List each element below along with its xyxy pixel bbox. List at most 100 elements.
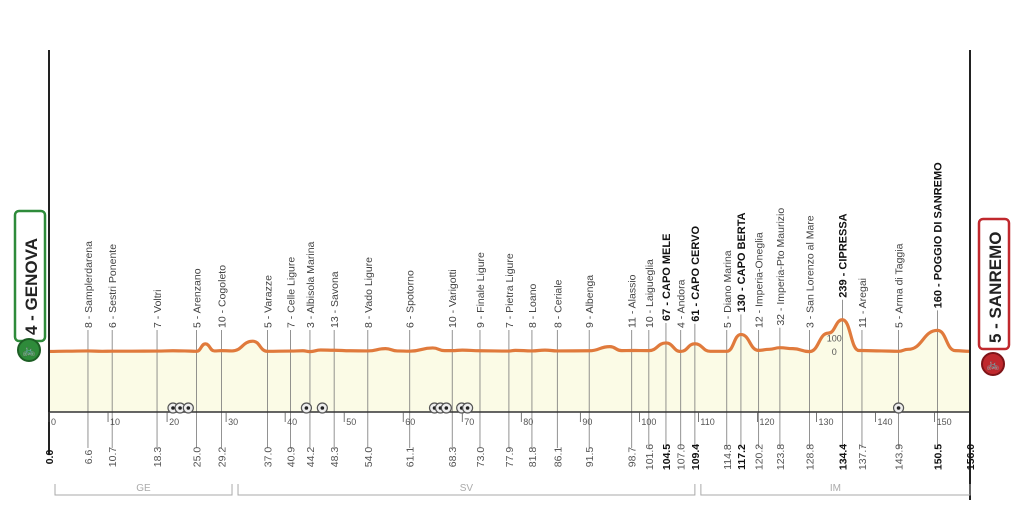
waypoint-label: 32 - Imperia-Pto Maurizio [775, 208, 787, 326]
km-label: 143.9 [894, 444, 906, 470]
profile-fill [49, 319, 970, 412]
waypoint-label: 61 - CAPO CERVO [690, 226, 702, 322]
cyclist-icon [17, 338, 41, 362]
waypoint-label: 10 - Cogoleto [216, 265, 228, 328]
km-label: 77.9 [504, 447, 516, 468]
waypoint-label: 67 - CAPO MELE [661, 234, 673, 321]
km-label: 128.8 [804, 444, 816, 470]
waypoint-label: 7 - Celle Ligure [285, 257, 297, 328]
waypoint-label: 8 - Samplerdarena [83, 241, 95, 328]
start-label: 4 - GENOVA [22, 238, 41, 335]
marker-dot [320, 406, 325, 410]
waypoint-label: 130 - CAPO BERTA [736, 212, 748, 312]
x-tick-label: 110 [700, 417, 714, 427]
waypoint-label: 5 - Varazze [262, 275, 274, 328]
x-ticks: 0 10 20 30 40 50 60 70 80 90 100 110 120 130 140 150 [48, 412, 952, 427]
km-label: 86.1 [552, 447, 564, 468]
marker-dot [444, 406, 449, 410]
waypoint-label: 3 - Albisola Marina [305, 241, 317, 328]
km-label: 156.0 [965, 444, 977, 470]
cyclist-icon [981, 352, 1005, 376]
x-tick-label: 100 [641, 417, 656, 427]
waypoint-label: 3 - San Lorenzo al Mare [804, 215, 816, 328]
km-label: 104.5 [661, 444, 673, 470]
km-label: 25.0 [192, 447, 204, 468]
marker-dot [171, 406, 175, 410]
province-label: GE [136, 483, 151, 494]
province-bracket [54, 484, 233, 496]
waypoint-label: 6 - Spotorno [405, 270, 417, 328]
x-tick-label: 30 [228, 417, 238, 427]
km-label: 98.7 [627, 447, 639, 468]
elevation-tick-label: 0 [832, 347, 837, 357]
km-label: 29.2 [216, 447, 228, 468]
x-tick-label: 60 [405, 417, 415, 427]
km-label: 6.6 [83, 450, 95, 465]
waypoint-label: 13 - Savona [329, 271, 341, 328]
marker-dot [896, 406, 901, 410]
waypoint-label: 8 - Vado Ligure [363, 257, 375, 328]
x-tick-label: 120 [759, 417, 774, 427]
waypoint-label: 10 - Varigotti [447, 269, 459, 328]
elevation-tick-label: 100 [827, 334, 842, 344]
waypoint-label: 12 - Imperia-Oneglia [754, 232, 766, 328]
x-tick-label: 40 [287, 417, 297, 427]
km-label: 123.8 [775, 444, 787, 470]
waypoint-label: 9 - Finale Ligure [475, 252, 487, 328]
waypoint-label: 10 - Laigueglia [644, 259, 656, 328]
marker-dot [178, 406, 182, 410]
x-tick-label: 0 [51, 417, 56, 427]
marker-dot [465, 406, 470, 410]
km-label: 109.4 [690, 444, 702, 470]
x-tick-label: 130 [819, 417, 834, 427]
waypoint-label: 5 - Diano Marina [722, 250, 734, 328]
waypoint-label: 11 - Aregai [857, 278, 869, 328]
province-label: SV [460, 483, 474, 494]
km-label: 37.0 [262, 447, 274, 468]
waypoint-label: 8 - Loano [527, 283, 539, 328]
waypoint-label: 8 - Ceriale [552, 279, 564, 328]
km-label: 101.6 [644, 444, 656, 470]
km-label: 54.0 [363, 447, 375, 468]
km-label: 91.5 [584, 447, 596, 468]
waypoint-label: 4 - Andora [676, 279, 688, 328]
km-label: 18.3 [152, 447, 164, 468]
x-tick-label: 140 [878, 417, 893, 427]
x-tick-label: 50 [346, 417, 356, 427]
x-tick-label: 10 [110, 417, 120, 427]
x-tick-label: 20 [169, 417, 179, 427]
km-label: 137.7 [857, 444, 869, 470]
km-labels: 6.6 10.7 18.3 25.0 29.2 37.0 40.9 44.2 48.3 54.0 6… [44, 444, 977, 470]
x-tick-label: 70 [464, 417, 474, 427]
province-bracket [700, 484, 971, 496]
waypoint-label: 7 - Pietra Ligure [504, 253, 516, 328]
province-brackets: GE SV IM [54, 483, 971, 496]
province-label: IM [830, 483, 841, 494]
waypoint-label: 5 - Arenzano [192, 268, 204, 328]
waypoint-label: 6 - Sestri Ponente [107, 244, 119, 328]
waypoint-label: 160 - POGGIO DI SANREMO [933, 162, 945, 309]
km-label: 73.0 [475, 447, 487, 468]
km-label: 68.3 [447, 447, 459, 468]
km-label: 44.2 [305, 447, 317, 468]
svg-text:🚲: 🚲 [986, 359, 1000, 371]
km-label: 40.9 [285, 447, 297, 468]
km-label: 81.8 [527, 447, 539, 468]
km-label: 0.0 [44, 450, 56, 465]
marker-dot [304, 406, 309, 410]
km-label: 107.0 [676, 444, 688, 470]
waypoint-label: 11 - Alassio [627, 274, 639, 328]
finish-label: 5 - SANREMO [986, 232, 1005, 343]
km-label: 48.3 [329, 447, 341, 468]
x-tick-label: 150 [937, 417, 952, 427]
km-label: 61.1 [405, 447, 417, 468]
province-bracket [237, 484, 696, 496]
x-tick-label: 80 [523, 417, 533, 427]
waypoint-label: 9 - Albenga [584, 275, 596, 328]
km-label: 120.2 [754, 444, 766, 470]
start-badge: 4 - GENOVA 🚲 [13, 209, 47, 362]
km-label: 114.8 [722, 444, 734, 470]
km-label: 117.2 [736, 444, 748, 470]
